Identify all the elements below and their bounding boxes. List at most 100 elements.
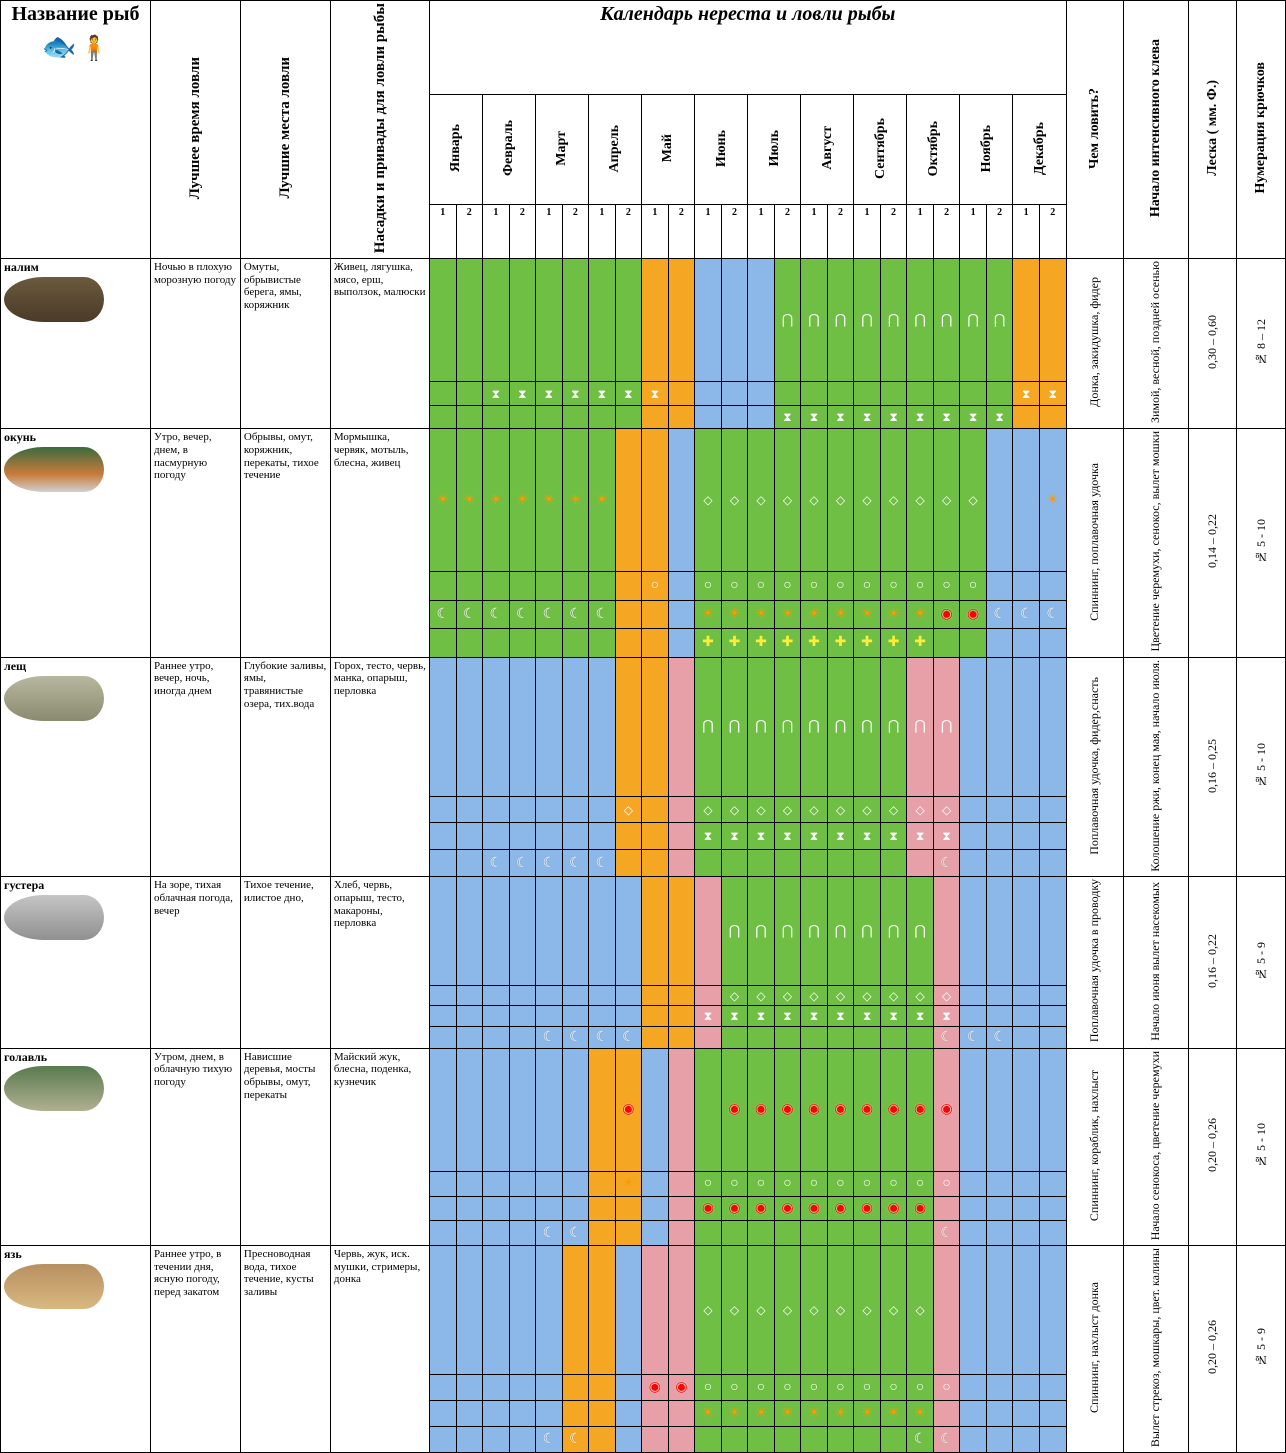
cal-cell [1013, 1221, 1040, 1246]
cal-cell [456, 1171, 483, 1196]
cal-cell [509, 823, 536, 849]
hourglass-icon: ⧗ [651, 385, 659, 403]
fish-name-cell: язь [1, 1245, 151, 1452]
hourglass-icon: ⧗ [704, 827, 712, 845]
tooth-icon: ⋂ [967, 312, 978, 330]
cal-cell: ○ [880, 572, 907, 601]
fish-name-cell: густера [1, 877, 151, 1048]
cal-cell [668, 1427, 695, 1453]
cal-cell: ⧗ [721, 823, 748, 849]
diamond-icon: ◇ [836, 1301, 845, 1319]
cal-cell: ◇ [748, 796, 775, 822]
cal-cell: ◇ [748, 429, 775, 572]
cal-cell: ⋂ [695, 657, 722, 796]
cal-cell [1013, 1427, 1040, 1453]
cal-cell: ⧗ [907, 823, 934, 849]
cell-bait: Хлеб, червь, опарыш, тесто, макароны, пе… [330, 877, 429, 1048]
cal-cell [695, 405, 722, 428]
half-label: 1 [801, 205, 828, 259]
diamond-icon: ◇ [889, 491, 898, 509]
cal-cell [483, 1026, 510, 1048]
cal-cell: ☾ [562, 849, 589, 877]
cal-cell [642, 796, 669, 822]
cal-cell: ◉ [668, 1375, 695, 1401]
tooth-icon: ⋂ [861, 923, 872, 941]
circle-icon: ○ [942, 1175, 950, 1193]
diamond-icon: ◇ [783, 1301, 792, 1319]
fish-name-cell: окунь [1, 429, 151, 657]
redring-icon: ◉ [755, 1101, 767, 1119]
cal-cell: ☾ [483, 849, 510, 877]
cross-icon: ✚ [782, 634, 794, 652]
cal-cell [642, 1026, 669, 1048]
half-label: 2 [615, 205, 642, 259]
cal-cell [1013, 849, 1040, 877]
cal-cell: ☀ [748, 1401, 775, 1427]
cal-cell [430, 405, 457, 428]
fishing-calendar-table: Название рыб 🐟 🧍 Лучшее время ловлиЛучши… [0, 0, 1286, 1453]
cal-cell: ☾ [960, 1026, 987, 1048]
cal-cell [483, 985, 510, 1006]
cal-cell [960, 1196, 987, 1221]
cal-cell [668, 429, 695, 572]
cal-cell [986, 1196, 1013, 1221]
cal-cell: ☀ [907, 1401, 934, 1427]
circle-icon: ○ [730, 577, 738, 595]
circle-icon: ○ [783, 577, 791, 595]
cal-cell: ✚ [774, 629, 801, 658]
cal-cell [430, 1006, 457, 1027]
cal-cell [509, 1221, 536, 1246]
cal-cell [509, 877, 536, 985]
cal-cell [615, 429, 642, 572]
cal-cell [456, 657, 483, 796]
cal-cell [986, 1048, 1013, 1171]
cal-cell [536, 1196, 563, 1221]
redring-icon: ◉ [781, 1200, 793, 1218]
fish-image [4, 447, 104, 492]
redring-icon: ◉ [887, 1101, 899, 1119]
cal-cell: ⧗ [483, 382, 510, 405]
moon-icon: ☾ [993, 1029, 1006, 1047]
diamond-icon: ◇ [942, 987, 951, 1005]
moon-icon: ☾ [543, 1431, 556, 1449]
circle-icon: ○ [836, 577, 844, 595]
cal-cell: ⋂ [907, 657, 934, 796]
circle-icon: ○ [757, 1379, 765, 1397]
cal-cell: ⋂ [774, 259, 801, 382]
cal-cell [1039, 1375, 1066, 1401]
diamond-icon: ◇ [809, 987, 818, 1005]
cal-cell [854, 1221, 881, 1246]
cal-cell: ✚ [695, 629, 722, 658]
cal-cell: ◇ [907, 796, 934, 822]
cal-cell: ○ [880, 1375, 907, 1401]
circle-icon: ○ [916, 577, 924, 595]
hourglass-icon: ⧗ [863, 827, 871, 845]
cal-cell [1013, 572, 1040, 601]
cal-cell [1013, 1026, 1040, 1048]
cal-cell: ◇ [748, 985, 775, 1006]
cal-cell: ☾ [536, 849, 563, 877]
cal-cell [695, 1026, 722, 1048]
sun-icon: ☀ [808, 1405, 821, 1423]
cal-cell: ☾ [589, 600, 616, 629]
cross-icon: ✚ [888, 634, 900, 652]
diamond-icon: ◇ [703, 801, 712, 819]
cal-cell [615, 572, 642, 601]
hourglass-icon: ⧗ [942, 408, 950, 426]
cal-cell [986, 877, 1013, 985]
cal-cell [748, 259, 775, 382]
cal-cell [562, 1196, 589, 1221]
cal-cell: ⧗ [933, 1006, 960, 1027]
cal-cell [774, 1026, 801, 1048]
cal-cell: ○ [721, 1375, 748, 1401]
cal-cell [1013, 1006, 1040, 1027]
tooth-icon: ⋂ [782, 312, 793, 330]
cal-cell: ⧗ [880, 405, 907, 428]
circle-icon: ○ [810, 577, 818, 595]
cal-cell [986, 629, 1013, 658]
cal-cell [986, 985, 1013, 1006]
cal-cell [1039, 572, 1066, 601]
circle-icon: ○ [942, 1379, 950, 1397]
hourglass-icon: ⧗ [916, 1007, 924, 1025]
cal-cell [589, 572, 616, 601]
